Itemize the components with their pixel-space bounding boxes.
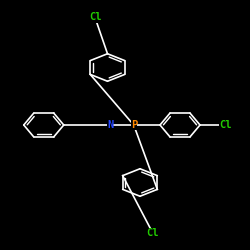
Text: N: N: [107, 120, 113, 130]
Text: Cl: Cl: [146, 228, 159, 237]
Text: Cl: Cl: [219, 120, 231, 130]
Text: P: P: [130, 120, 137, 130]
Text: Cl: Cl: [89, 12, 101, 22]
